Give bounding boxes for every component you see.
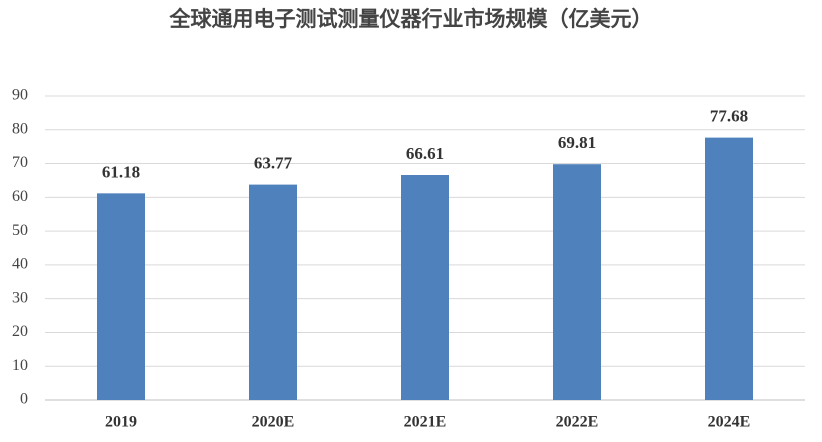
data-label: 69.81 [558,133,596,152]
data-label: 61.18 [102,162,140,181]
bar [553,164,601,400]
bar [249,184,297,400]
bar [401,175,449,400]
data-label: 66.61 [406,144,444,163]
bar [705,137,753,400]
y-tick-label: 70 [12,154,28,171]
x-tick-label: 2019 [105,414,137,431]
chart-title: 全球通用电子测试测量仪器行业市场规模（亿美元） [169,7,653,31]
y-tick-label: 0 [20,391,28,408]
data-label: 63.77 [254,154,293,173]
y-tick-label: 60 [12,188,28,205]
y-tick-label: 30 [12,289,28,306]
y-tick-label: 20 [12,323,28,340]
bar [97,193,145,400]
y-tick-label: 40 [12,256,28,273]
y-tick-label: 90 [12,87,28,104]
x-tick-label: 2022E [556,414,599,431]
y-tick-label: 50 [12,222,28,239]
x-tick-label: 2021E [404,414,447,431]
y-tick-label: 80 [12,120,28,137]
y-tick-label: 10 [12,357,28,374]
data-label: 77.68 [710,107,748,126]
x-tick-label: 2024E [708,414,751,431]
x-tick-label: 2020E [252,414,295,431]
